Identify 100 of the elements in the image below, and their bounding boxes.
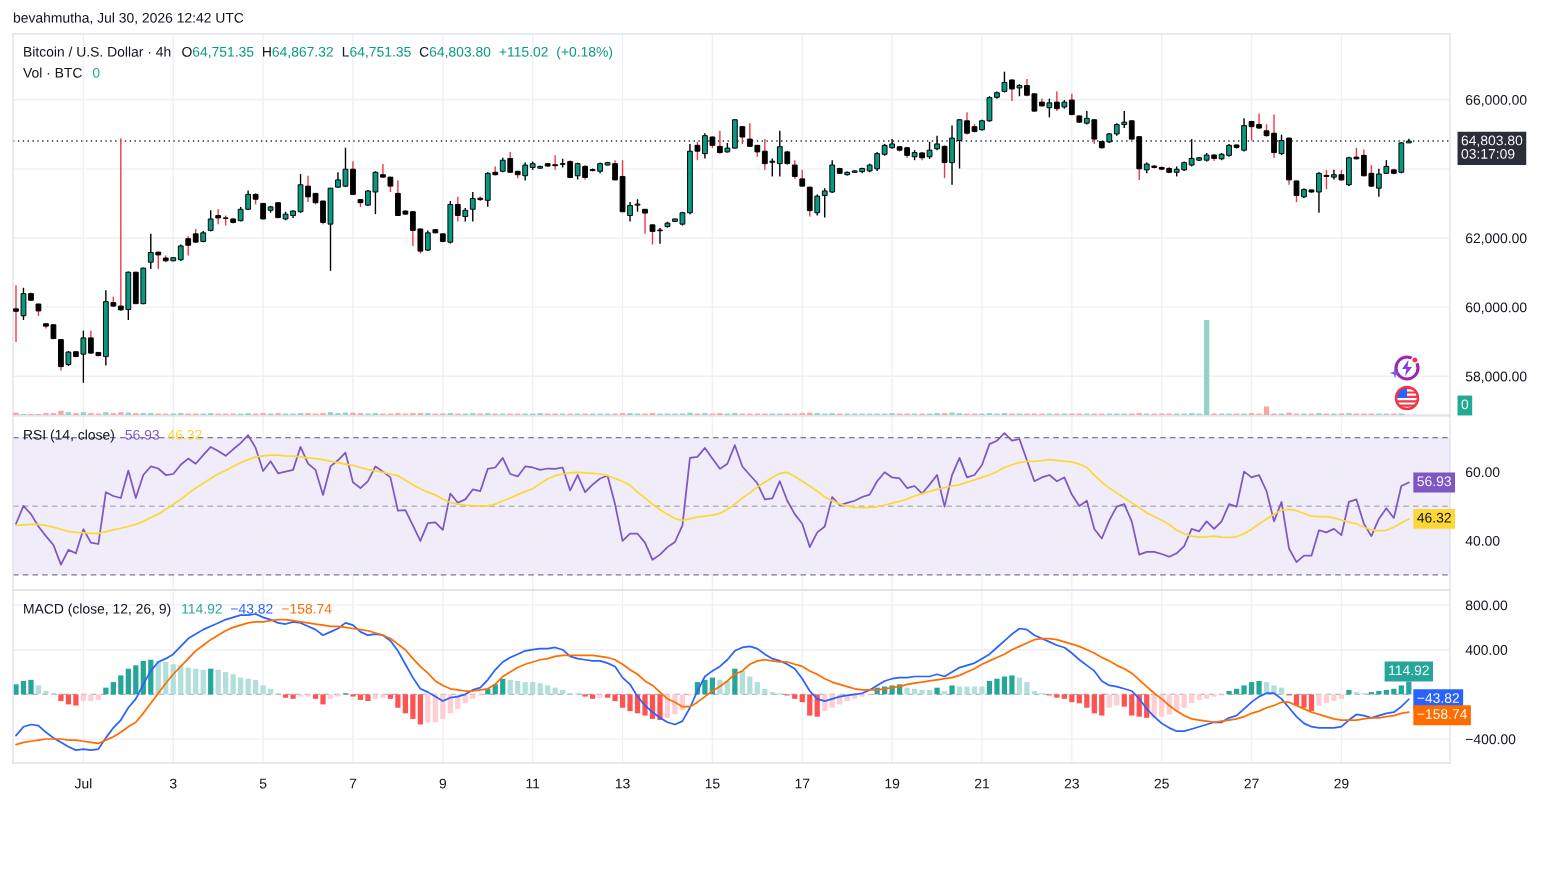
x-tick-label: 25 — [1154, 778, 1169, 789]
bar — [80, 694, 87, 702]
bar — [133, 665, 139, 695]
text: −43.82 — [231, 603, 273, 614]
bar — [1091, 694, 1097, 714]
bar — [589, 694, 596, 699]
bar — [350, 694, 356, 697]
text: 0 — [1461, 399, 1469, 410]
bar — [814, 694, 820, 717]
bar — [297, 694, 304, 697]
bar — [253, 679, 259, 695]
bar — [986, 680, 993, 695]
bar — [290, 694, 296, 699]
text: 0 — [92, 67, 100, 78]
bar — [964, 686, 970, 695]
bar — [245, 678, 251, 695]
bar — [687, 412, 693, 415]
data-label: 46.32 — [1417, 512, 1451, 523]
y-tick-label: 400.00 — [1465, 645, 1508, 655]
bar — [13, 412, 19, 415]
bar — [208, 668, 214, 695]
bar — [470, 694, 476, 699]
bar — [28, 679, 34, 695]
bar — [1069, 694, 1075, 703]
bar — [672, 694, 678, 715]
bar — [1121, 694, 1127, 707]
bar — [103, 412, 109, 415]
bar — [522, 682, 528, 695]
line-series — [15, 454, 1410, 539]
bar — [1346, 689, 1352, 695]
bar — [335, 694, 341, 697]
bar — [904, 687, 910, 695]
x-tick-label: 15 — [705, 778, 720, 789]
bar — [43, 691, 49, 695]
bar — [357, 694, 364, 700]
bar — [1308, 694, 1315, 712]
x-tick-label: 17 — [795, 778, 810, 789]
x-tick-label: 19 — [885, 778, 900, 789]
y-tick-label: 58,000.00 — [1465, 371, 1527, 384]
x-tick-label: 7 — [349, 778, 357, 789]
bar — [1076, 694, 1082, 704]
bar — [597, 694, 603, 698]
bar — [110, 682, 116, 695]
bar — [200, 669, 206, 695]
candlestick — [791, 159, 798, 180]
bar — [35, 685, 42, 695]
text: Bitcoin / U.S. Dollar · 4h — [24, 46, 171, 57]
bar — [1286, 412, 1292, 415]
bar — [1084, 694, 1090, 708]
bar — [185, 667, 191, 695]
x-tick-label: 27 — [1244, 778, 1259, 789]
bar — [372, 694, 379, 699]
chart-title: Vol · BTC — [23, 67, 82, 78]
bar — [1024, 682, 1030, 695]
text: bevahmutha, Jul 30, 2026 12:42 UTC — [13, 12, 244, 25]
bar — [365, 694, 371, 702]
bar — [792, 694, 798, 699]
bar — [118, 412, 124, 415]
bar — [1099, 694, 1105, 716]
bar — [417, 694, 423, 725]
text: O64,751.35 H64,867.32 L64,751.35 C64,803.80 +115.02 (+0.18%) — [182, 46, 613, 60]
bar — [979, 686, 985, 695]
bar — [1263, 406, 1270, 415]
bar — [619, 694, 626, 708]
data-label: 56.93 — [1417, 476, 1451, 487]
y-tick-label: 66,000.00 — [1465, 95, 1527, 107]
bar — [1323, 694, 1330, 704]
y-tick-label: 800.00 — [1465, 600, 1508, 611]
bar — [80, 412, 87, 415]
y-tick-label: −400.00 — [1465, 734, 1516, 745]
ref-line-label: 64,803.80 03:17:09 — [1461, 135, 1523, 159]
bar — [387, 694, 394, 699]
bar — [350, 412, 356, 415]
bar — [65, 694, 72, 705]
y-tick-label: 40.00 — [1465, 535, 1500, 546]
candlestick — [642, 208, 648, 235]
bar — [515, 680, 521, 695]
bar — [627, 694, 633, 712]
bar — [58, 410, 64, 415]
bar — [537, 683, 543, 695]
bar — [125, 668, 131, 695]
bar — [859, 694, 865, 697]
bar — [1106, 694, 1112, 708]
bar — [1189, 694, 1195, 704]
bar — [215, 669, 221, 695]
bar — [312, 694, 319, 699]
bar — [747, 676, 753, 695]
bar — [1248, 682, 1255, 695]
text: MACD (close, 12, 26, 9) — [24, 603, 171, 617]
bar — [380, 694, 386, 698]
bar — [58, 694, 64, 702]
y-tick-label: 62,000.00 — [1465, 233, 1527, 245]
text: 46.32 — [167, 429, 202, 440]
bar — [530, 682, 536, 695]
x-tick-label: 13 — [615, 778, 630, 789]
x-tick-label: 5 — [259, 778, 267, 789]
x-tick-label: 21 — [974, 778, 990, 789]
x-tick-label: 3 — [169, 778, 177, 789]
bar — [395, 694, 401, 708]
bar — [507, 679, 513, 695]
